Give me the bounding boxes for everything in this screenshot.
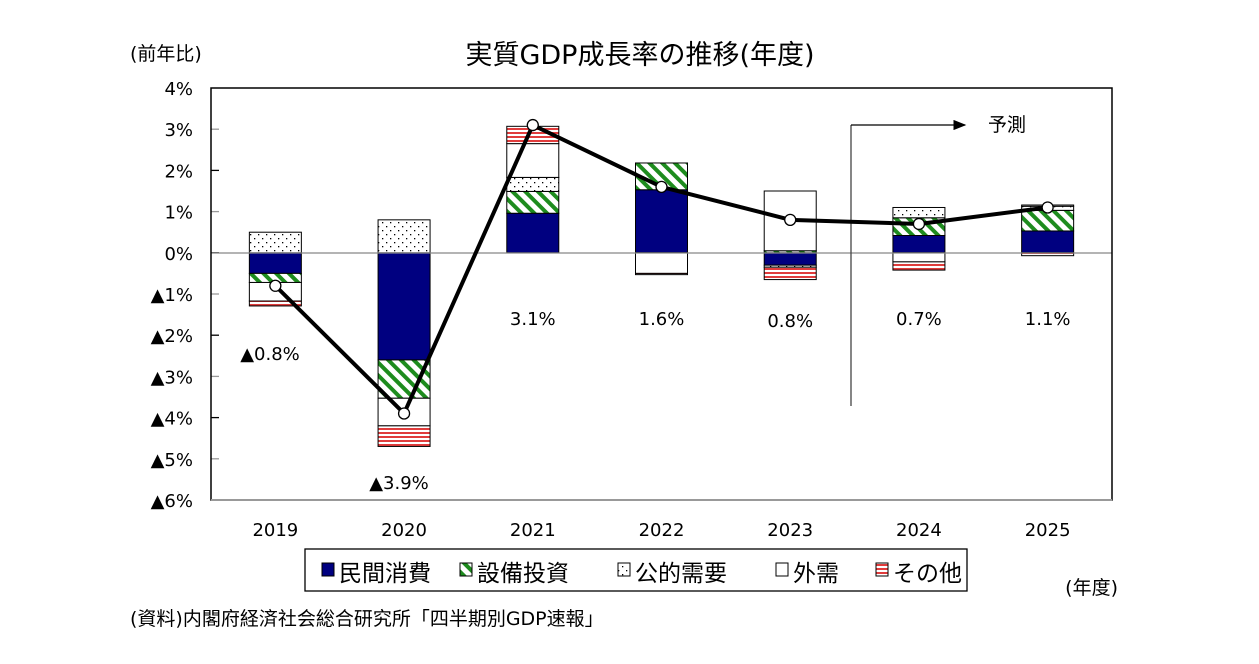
legend-swatch-private-consumption-icon bbox=[321, 562, 335, 577]
y-tick-label: 0% bbox=[164, 244, 193, 265]
y-tick-label: 3% bbox=[164, 120, 193, 141]
bar-segment-private-consumption bbox=[506, 212, 560, 254]
data-label: 0.8% bbox=[767, 311, 813, 332]
legend-label-capex: 設備投資 bbox=[477, 561, 569, 587]
gdp-line-point bbox=[1041, 201, 1054, 214]
x-tick-label: 2020 bbox=[381, 520, 427, 541]
bar-segment-capex bbox=[377, 359, 431, 399]
forecast-marker: 予測 bbox=[850, 114, 1026, 406]
y-tick-label: 1% bbox=[164, 203, 193, 224]
x-tick-label: 2019 bbox=[252, 520, 298, 541]
legend-frame bbox=[304, 548, 968, 592]
bar-segment-other bbox=[892, 261, 946, 271]
legend-label-private-consumption: 民間消費 bbox=[339, 561, 431, 587]
bar-segment-private-consumption bbox=[1021, 230, 1075, 254]
gdp-line-point bbox=[912, 217, 926, 231]
gdp-line-point bbox=[269, 279, 282, 292]
gdp-line-point bbox=[526, 118, 539, 132]
x-tick-label: 2023 bbox=[767, 520, 813, 541]
x-tick-label: 2022 bbox=[639, 520, 685, 541]
data-labels: ▲0.8% ▲3.9% 3.1% 1.6% 0.8% 0.7% 1.1% bbox=[240, 309, 1070, 494]
y-axis-unit-label: (前年比) bbox=[130, 43, 202, 65]
y-tick-label: ▲1% bbox=[151, 285, 193, 306]
data-label: 1.6% bbox=[639, 309, 685, 330]
y-axis: 4% 3% 2% 1% 0% ▲1% ▲2% ▲3% ▲4% ▲5% ▲6% bbox=[151, 79, 219, 512]
bar-segment-other bbox=[248, 300, 302, 307]
bar-segment-public-demand bbox=[377, 219, 431, 254]
data-label: 1.1% bbox=[1025, 309, 1071, 330]
x-axis-unit-label: (年度) bbox=[1065, 577, 1118, 599]
plot-area-frame bbox=[210, 87, 1113, 501]
data-label: 3.1% bbox=[510, 309, 556, 330]
legend-swatch-public-demand-icon bbox=[617, 562, 631, 577]
y-tick-label: ▲2% bbox=[151, 326, 193, 347]
source-note: (資料)内閣府経済社会総合研究所「四半期別GDP速報」 bbox=[130, 608, 604, 630]
legend-swatch-other-icon bbox=[875, 562, 889, 577]
chart-title: 実質GDP成長率の推移(年度) bbox=[465, 40, 814, 71]
bar-segment-other bbox=[377, 425, 431, 447]
bar-segment-public-demand bbox=[506, 176, 560, 192]
legend-label-public-demand: 公的需要 bbox=[635, 561, 727, 587]
gdp-line-point bbox=[397, 407, 411, 420]
bar-segment-net-exports bbox=[635, 252, 688, 274]
data-label: ▲0.8% bbox=[240, 344, 300, 365]
stacked-bars bbox=[248, 125, 1075, 447]
x-tick-label: 2021 bbox=[510, 520, 556, 541]
bar-segment-private-consumption bbox=[635, 189, 688, 254]
bar-segment-private-consumption bbox=[377, 252, 431, 361]
legend-swatch-net-exports-icon bbox=[775, 562, 789, 577]
data-label: ▲3.9% bbox=[369, 473, 429, 494]
bar-segment-public-demand bbox=[892, 206, 946, 219]
x-tick-label: 2025 bbox=[1025, 520, 1071, 541]
y-tick-label: ▲5% bbox=[151, 450, 193, 471]
y-tick-label: ▲6% bbox=[151, 491, 193, 512]
legend-swatch-capex-icon bbox=[459, 562, 473, 577]
gdp-line-point bbox=[655, 180, 668, 194]
legend-label-net-exports: 外需 bbox=[793, 561, 839, 587]
bar-segment-other bbox=[763, 266, 817, 281]
bar-segment-net-exports bbox=[506, 143, 560, 178]
x-tick-label: 2024 bbox=[896, 520, 942, 541]
gdp-line-point bbox=[784, 213, 797, 226]
bar-segment-public-demand bbox=[248, 231, 302, 254]
y-tick-label: ▲4% bbox=[151, 409, 193, 430]
gdp-growth-line bbox=[269, 118, 1054, 420]
y-tick-label: 2% bbox=[164, 161, 193, 182]
y-tick-label: 4% bbox=[164, 79, 193, 100]
bar-segment-private-consumption bbox=[248, 252, 302, 274]
legend-label-other: その他 bbox=[893, 561, 962, 587]
bar-segment-capex bbox=[506, 190, 560, 214]
bar-segment-other bbox=[635, 272, 688, 276]
forecast-label: 予測 bbox=[988, 114, 1026, 136]
bar-segment-private-consumption bbox=[763, 252, 817, 266]
y-tick-label: ▲3% bbox=[151, 367, 193, 388]
legend: 民間消費 設備投資 公的需要 外需 その他 bbox=[304, 548, 968, 592]
x-axis-labels: 2019 2020 2021 2022 2023 2024 2025 bbox=[252, 520, 1070, 541]
bar-segment-net-exports bbox=[892, 252, 946, 263]
data-label: 0.7% bbox=[896, 309, 942, 330]
bar-segment-private-consumption bbox=[892, 234, 946, 254]
